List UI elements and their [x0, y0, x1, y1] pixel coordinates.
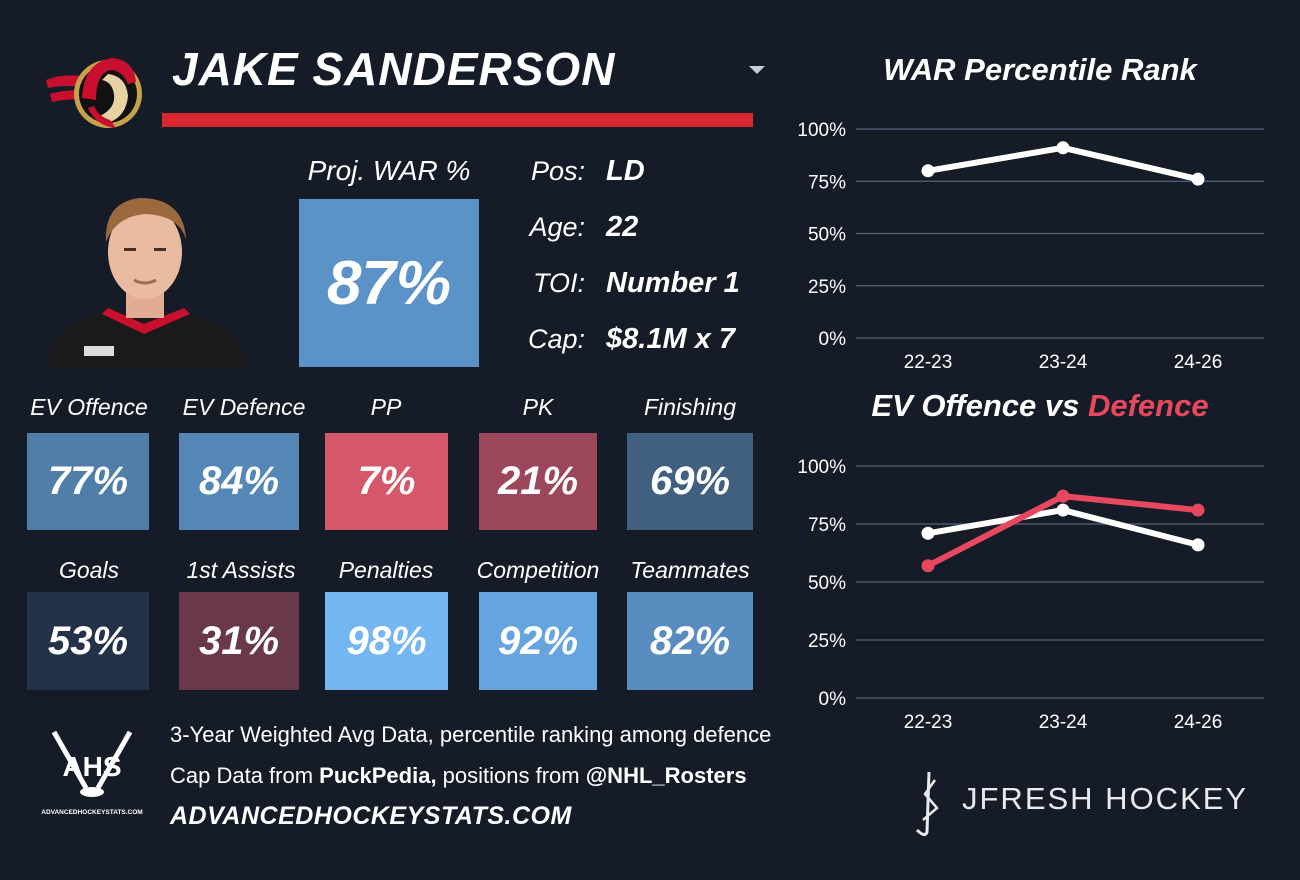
puckpedia-link[interactable]: PuckPedia,	[319, 763, 437, 788]
tile-label-pp: PP	[370, 394, 402, 420]
chart-1-ytick-label: 50%	[808, 225, 846, 246]
player-headshot	[46, 198, 248, 368]
jfresh-logo-icon	[915, 771, 939, 837]
tile-finishing: 69%	[627, 433, 753, 530]
tile-label-goals: Goals	[58, 557, 120, 583]
chart-2-point	[1056, 489, 1070, 503]
tile-label-ev-defence: EV Defence	[182, 394, 306, 420]
tile-ev-offence: 77%	[27, 433, 149, 530]
chart-2-point	[1191, 503, 1205, 517]
chart-1-title: WAR Percentile Rank	[883, 52, 1197, 87]
tile-competition: 92%	[479, 592, 597, 690]
chart-1-point	[1191, 172, 1205, 186]
chart-2-xtick-label: 24-26	[1174, 712, 1223, 733]
chart-1-xtick-label: 22-23	[904, 352, 953, 373]
chart-2-title-part2: Defence	[1087, 388, 1209, 423]
chart-1-point	[1056, 141, 1070, 155]
chart-2-xtick-label: 23-24	[1039, 712, 1088, 733]
chart-2-title-part1: EV Offence vs	[871, 388, 1088, 423]
proj-war-value: 87%	[299, 199, 479, 367]
tile-label-penalties: Penalties	[338, 557, 434, 583]
tile-label-ev-offence: EV Offence	[30, 394, 148, 420]
chart-1-ytick-label: 100%	[797, 120, 846, 141]
tile-pp: 7%	[325, 433, 448, 530]
tile-ev-defence: 84%	[179, 433, 299, 530]
info-value-toi: Number 1	[606, 267, 740, 299]
tile-label-1st-assists: 1st Assists	[186, 557, 296, 583]
info-label-cap: Cap:	[527, 324, 585, 354]
tile-label-teammates: Teammates	[630, 557, 750, 583]
tile-label-pk: PK	[522, 394, 554, 420]
chart-1-ytick-label: 0%	[819, 329, 847, 350]
tile-teammates: 82%	[627, 592, 753, 690]
info-label-age: Age:	[529, 212, 585, 242]
ahs-logo-icon: AHS ADVANCEDHOCKEYSTATS.COM	[41, 730, 143, 816]
info-label-pos: Pos:	[530, 156, 585, 186]
brand-name: JFRESH HOCKEY	[962, 781, 1249, 816]
tile-label-finishing: Finishing	[643, 394, 737, 420]
chart-1-ytick-label: 25%	[808, 277, 846, 298]
footer-note-2a: Cap Data from	[170, 763, 320, 788]
ahs-logo-text: AHS	[62, 751, 121, 782]
chart-2-ytick-label: 100%	[797, 457, 846, 478]
chart-1-xtick-label: 24-26	[1174, 352, 1223, 373]
info-value-age: 22	[606, 211, 639, 243]
chart-2-ytick-label: 25%	[808, 631, 846, 652]
chart-2-title: EV Offence vs Defence	[800, 388, 1280, 424]
chart-2-point	[921, 559, 935, 573]
chart-2-point	[921, 526, 935, 540]
chart-1-point	[921, 164, 935, 178]
ev-offence-defence-chart: 0% 25% 50% 75% 100% 22-23 23-24 24-26	[797, 457, 1264, 733]
info-value-cap: $8.1M x 7	[606, 323, 735, 355]
site-url[interactable]: ADVANCEDHOCKEYSTATS.COM	[170, 802, 572, 830]
tile-penalties: 98%	[325, 592, 448, 690]
name-underline	[162, 113, 753, 127]
footer-note-2c: positions from	[436, 763, 586, 788]
chart-2-ytick-label: 75%	[808, 515, 846, 536]
ahs-logo-subtext: ADVANCEDHOCKEYSTATS.COM	[41, 809, 142, 816]
chart-2-point	[1056, 503, 1070, 517]
tile-1st-assists: 31%	[179, 592, 299, 690]
nhl-rosters-link[interactable]: @NHL_Rosters	[585, 763, 747, 788]
war-percentile-chart: 0% 25% 50% 75% 100% 22-23 23-24 24-26	[797, 120, 1264, 373]
chart-1-xtick-label: 23-24	[1039, 352, 1088, 373]
tile-pk: 21%	[479, 433, 597, 530]
chart-1-ytick-label: 75%	[808, 172, 846, 193]
proj-war-label: Proj. WAR %	[307, 155, 471, 186]
chart-2-xtick-label: 22-23	[904, 712, 953, 733]
chart-2-point	[1191, 538, 1205, 552]
chevron-down-icon[interactable]	[749, 66, 765, 74]
info-label-toi: TOI:	[532, 268, 585, 298]
tile-label-competition: Competition	[476, 557, 600, 583]
player-name: JAKE SANDERSON	[172, 43, 616, 95]
footer-note-2: Cap Data from PuckPedia, positions from …	[170, 763, 747, 789]
chart-2-ytick-label: 0%	[819, 689, 847, 710]
tile-goals: 53%	[27, 592, 149, 690]
footer-note-1: 3-Year Weighted Avg Data, percentile ran…	[170, 722, 772, 747]
senators-logo-icon	[46, 58, 142, 128]
info-value-pos: LD	[606, 155, 645, 187]
chart-2-ytick-label: 50%	[808, 573, 846, 594]
